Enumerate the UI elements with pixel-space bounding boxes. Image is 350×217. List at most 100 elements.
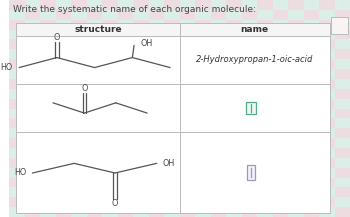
Bar <box>211 197 226 207</box>
Bar <box>87 197 102 207</box>
Bar <box>241 187 257 197</box>
Bar <box>180 138 195 148</box>
Bar <box>133 207 149 217</box>
Bar <box>149 39 164 49</box>
Bar <box>25 128 41 138</box>
Bar <box>335 187 350 197</box>
Bar <box>195 187 211 197</box>
Bar <box>319 99 335 108</box>
Bar <box>25 168 41 178</box>
Bar <box>241 178 257 187</box>
Bar <box>180 132 330 213</box>
Bar <box>41 118 56 128</box>
Bar <box>288 148 303 158</box>
Bar <box>102 59 118 69</box>
Bar <box>87 79 102 89</box>
Bar <box>180 20 195 30</box>
Bar <box>319 59 335 69</box>
Bar <box>118 89 133 99</box>
Bar <box>71 89 87 99</box>
Bar <box>87 178 102 187</box>
Bar <box>303 0 319 10</box>
Bar <box>164 207 180 217</box>
Bar <box>56 178 71 187</box>
Bar <box>195 148 211 158</box>
Bar <box>56 30 71 39</box>
Bar <box>319 39 335 49</box>
Bar <box>211 148 226 158</box>
Text: 2-Hydroxypropan-1-oic-acid: 2-Hydroxypropan-1-oic-acid <box>196 55 313 64</box>
Bar <box>257 10 273 20</box>
Bar <box>241 0 257 10</box>
Bar <box>25 69 41 79</box>
Bar <box>87 158 102 168</box>
Bar <box>180 178 195 187</box>
Bar <box>211 168 226 178</box>
Bar <box>25 178 41 187</box>
Bar <box>303 59 319 69</box>
Bar <box>102 187 118 197</box>
Bar <box>102 0 118 10</box>
Bar <box>118 178 133 187</box>
Bar <box>41 69 56 79</box>
Bar <box>71 118 87 128</box>
Bar <box>241 79 257 89</box>
Bar <box>9 39 25 49</box>
Bar <box>25 187 41 197</box>
Bar <box>195 89 211 99</box>
Bar <box>41 178 56 187</box>
Bar <box>241 10 257 20</box>
Bar <box>226 197 241 207</box>
Bar <box>118 99 133 108</box>
Bar <box>273 0 288 10</box>
Bar <box>335 148 350 158</box>
Bar <box>211 207 226 217</box>
Bar <box>241 30 257 39</box>
Bar <box>149 197 164 207</box>
Bar <box>102 79 118 89</box>
Text: Write the systematic name of each organic molecule:: Write the systematic name of each organi… <box>13 5 256 14</box>
Bar <box>195 49 211 59</box>
Bar <box>9 49 25 59</box>
Bar <box>56 158 71 168</box>
Bar <box>273 128 288 138</box>
Bar <box>41 0 56 10</box>
Bar <box>335 0 350 10</box>
Bar <box>211 10 226 20</box>
Bar <box>71 187 87 197</box>
Bar <box>211 69 226 79</box>
Bar <box>118 128 133 138</box>
Bar <box>71 49 87 59</box>
Bar <box>133 158 149 168</box>
Bar <box>71 158 87 168</box>
Bar <box>288 30 303 39</box>
Bar <box>288 69 303 79</box>
Bar <box>195 128 211 138</box>
Bar <box>288 39 303 49</box>
Bar <box>226 168 241 178</box>
Bar <box>226 10 241 20</box>
Bar <box>319 69 335 79</box>
Bar <box>180 23 330 36</box>
Bar <box>211 0 226 10</box>
Bar <box>41 207 56 217</box>
Bar <box>195 118 211 128</box>
Bar <box>226 39 241 49</box>
Bar <box>118 148 133 158</box>
Bar <box>16 132 180 213</box>
Bar <box>25 59 41 69</box>
Bar <box>118 187 133 197</box>
Bar <box>41 108 56 118</box>
Bar <box>257 79 273 89</box>
Bar <box>257 69 273 79</box>
Bar <box>303 49 319 59</box>
Bar <box>41 148 56 158</box>
Bar <box>41 197 56 207</box>
Bar <box>102 99 118 108</box>
Bar <box>25 197 41 207</box>
Bar <box>25 49 41 59</box>
Text: name: name <box>240 25 269 34</box>
Bar <box>331 17 348 34</box>
Bar <box>288 168 303 178</box>
Bar <box>303 20 319 30</box>
